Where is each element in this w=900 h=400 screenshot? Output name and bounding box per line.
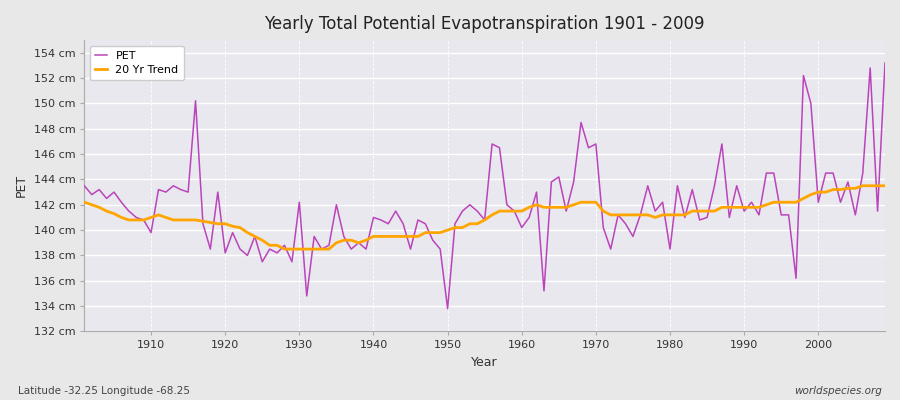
Title: Yearly Total Potential Evapotranspiration 1901 - 2009: Yearly Total Potential Evapotranspiratio… <box>265 15 705 33</box>
20 Yr Trend <box>858 183 868 188</box>
Legend: PET, 20 Yr Trend: PET, 20 Yr Trend <box>90 46 184 80</box>
Y-axis label: PET: PET <box>15 174 28 197</box>
PET <box>524 215 535 220</box>
20 Yr Trend <box>613 212 624 217</box>
20 Yr Trend <box>517 209 527 214</box>
Text: Latitude -32.25 Longitude -68.25: Latitude -32.25 Longitude -68.25 <box>18 386 190 396</box>
20 Yr Trend <box>879 183 890 188</box>
PET <box>79 183 90 188</box>
PET <box>517 225 527 230</box>
PET <box>613 212 624 217</box>
20 Yr Trend <box>353 240 364 245</box>
PET <box>346 247 356 252</box>
PET <box>442 306 453 311</box>
20 Yr Trend <box>279 247 290 252</box>
Text: worldspecies.org: worldspecies.org <box>794 386 882 396</box>
20 Yr Trend <box>79 200 90 205</box>
Line: 20 Yr Trend: 20 Yr Trend <box>85 186 885 249</box>
20 Yr Trend <box>139 218 149 222</box>
20 Yr Trend <box>524 205 535 210</box>
Line: PET: PET <box>85 63 885 309</box>
X-axis label: Year: Year <box>472 356 498 369</box>
20 Yr Trend <box>309 247 320 252</box>
PET <box>302 294 312 298</box>
PET <box>139 218 149 222</box>
PET <box>879 60 890 65</box>
